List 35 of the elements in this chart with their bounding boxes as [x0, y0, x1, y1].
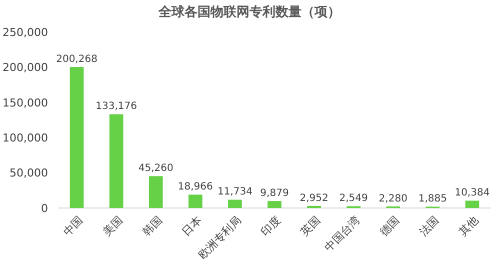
bar	[228, 200, 242, 208]
bar	[70, 67, 84, 208]
data-label: 11,734	[217, 186, 252, 198]
x-tick-label: 日本	[180, 214, 204, 238]
data-label: 10,384	[454, 188, 490, 199]
y-tick-label: 50,000	[10, 166, 48, 180]
bar	[109, 114, 124, 208]
chart-title: 全球各国物联网专利数量（项）	[158, 4, 340, 20]
y-tick-label: 150,000	[2, 96, 48, 110]
data-label: 18,966	[178, 182, 213, 193]
y-tick-label: 200,000	[2, 61, 48, 74]
x-tick-label: 其他	[456, 214, 482, 238]
x-tick-label: 美国	[100, 214, 126, 238]
data-label: 200,268	[56, 54, 98, 66]
bar	[465, 200, 480, 208]
x-tick-label: 印度	[258, 214, 284, 238]
y-tick-label: 0	[41, 202, 48, 215]
x-tick-label: 中国	[60, 214, 86, 238]
bar	[188, 194, 202, 208]
data-label: 133,176	[96, 101, 138, 112]
x-tick-label: 德国	[377, 214, 402, 238]
data-label: 2,280	[378, 193, 408, 204]
x-tick-label: 英国	[298, 214, 323, 238]
x-tick-label: 法国	[416, 214, 442, 238]
x-tick-label: 韩国	[140, 214, 165, 238]
y-tick-label: 250,000	[2, 26, 48, 39]
data-label: 2,952	[300, 192, 328, 204]
data-label: 9,879	[260, 188, 289, 200]
bar	[268, 201, 282, 208]
data-label: 2,549	[339, 193, 368, 204]
y-tick-label: 100,000	[2, 131, 48, 144]
x-tick-label: 中国台湾	[322, 214, 362, 254]
data-label: 45,260	[138, 163, 174, 174]
bar	[148, 176, 163, 208]
data-label: 1,885	[418, 194, 447, 205]
